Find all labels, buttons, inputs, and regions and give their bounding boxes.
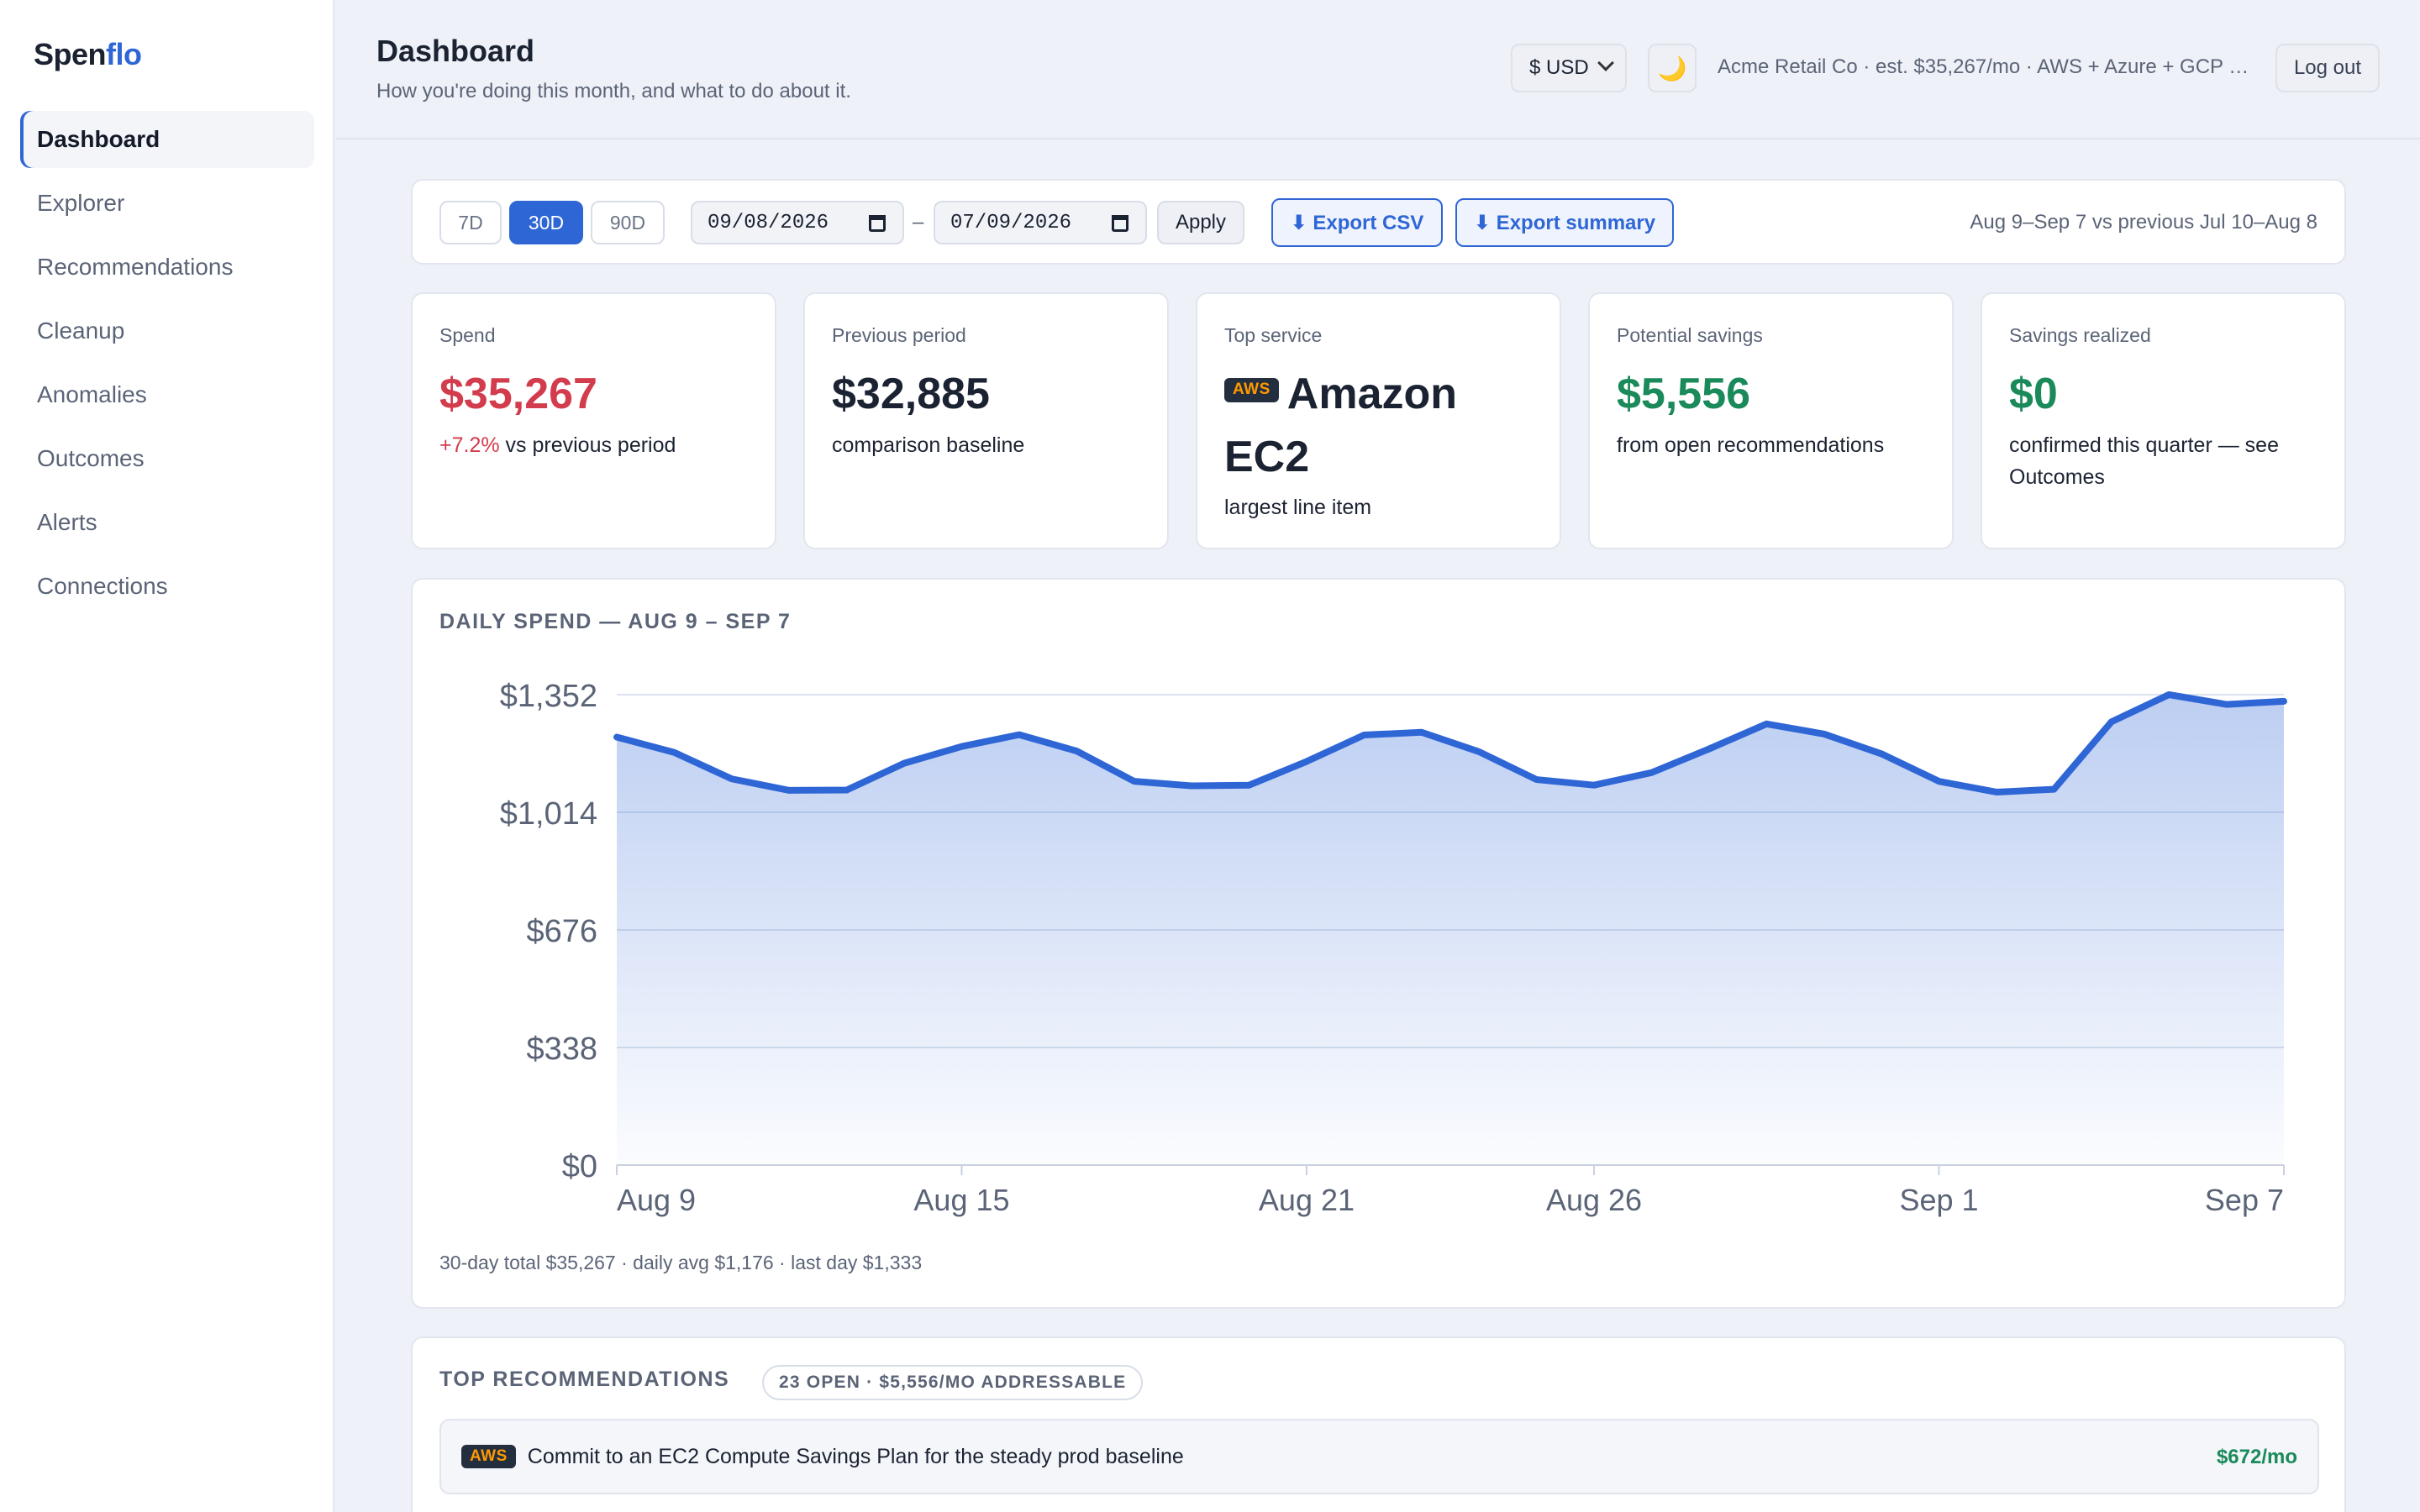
sidebar-item-outcomes[interactable]: Outcomes — [37, 445, 145, 471]
chart-title: Daily spend — Aug 9 – Sep 7 — [439, 610, 792, 633]
recommendation-row[interactable]: AWS Commit to an EC2 Compute Savings Pla… — [439, 1419, 2319, 1494]
date-to-value: 07/09/2026 — [950, 211, 1072, 234]
range-7d-button[interactable]: 7D — [439, 201, 502, 244]
daily-spend-chart: $0 $338 $676 $1,014 $1,352 Aug 9 Aug 15 Aug 21 A… — [500, 679, 2287, 1217]
top-recommendations-panel: Top recommendations 23 open · $5,556/mo … — [411, 1336, 2346, 1512]
chevron-down-icon — [1597, 55, 1614, 71]
sidebar-item-connections[interactable]: Connections — [37, 573, 168, 599]
currency-value: $ USD — [1529, 56, 1589, 79]
x-tick-label: Aug 9 — [617, 1183, 696, 1217]
apply-button[interactable]: Apply — [1157, 201, 1244, 244]
recommendations-count-badge: 23 open · $5,556/mo addressable — [762, 1365, 1144, 1400]
y-tick-label: $1,014 — [500, 796, 597, 832]
kpi-savings-realized-card: Savings realized $0 confirmed this quart… — [1981, 292, 2346, 549]
chart-summary: 30-day total $35,267 · daily avg $1,176 … — [439, 1252, 923, 1273]
export-csv-button[interactable]: ⬇ Export CSV — [1271, 198, 1443, 247]
y-tick-label: $1,352 — [500, 679, 597, 714]
logout-button[interactable]: Log out — [2275, 44, 2380, 92]
kpi-label: Top service — [1224, 324, 1323, 346]
y-tick-label: $0 — [562, 1149, 597, 1184]
date-from-input[interactable]: 09/08/2026 — [691, 201, 904, 244]
page-subtitle: How you're doing this month, and what to… — [376, 80, 851, 102]
range-30d-button[interactable]: 30D — [509, 201, 583, 244]
kpi-previous-card: Previous period $32,885 comparison basel… — [803, 292, 1169, 549]
kpi-value: $35,267 — [439, 370, 597, 418]
sidebar: Spenflo Dashboard Explorer Recommendatio… — [0, 0, 334, 1512]
kpi-value: AWS Amazon EC2 — [1224, 363, 1544, 490]
kpi-top-service-card: Top service AWS Amazon EC2 largest line i… — [1196, 292, 1561, 549]
kpi-delta-text: vs previous period — [499, 433, 676, 457]
date-from-value: 09/08/2026 — [708, 211, 829, 234]
kpi-value: $5,556 — [1617, 370, 1751, 418]
kpi-desc: from open recommendations — [1617, 433, 1885, 457]
sidebar-item-anomalies[interactable]: Anomalies — [37, 381, 147, 407]
sidebar-item-dashboard[interactable]: Dashboard — [20, 111, 314, 168]
recommendation-amount: $672/mo — [2216, 1446, 2297, 1468]
calendar-icon[interactable] — [1112, 215, 1128, 232]
aws-badge: AWS — [1224, 377, 1279, 402]
kpi-label: Previous period — [832, 324, 966, 346]
kpi-service-name: Amazon EC2 — [1224, 370, 1458, 482]
kpi-desc: +7.2% vs previous period — [439, 430, 759, 462]
date-separator: – — [913, 211, 924, 234]
calendar-icon[interactable] — [869, 215, 886, 232]
brand-logo[interactable]: Spenflo — [34, 37, 142, 72]
sidebar-nav: Dashboard Explorer Recommendations Clean… — [20, 111, 314, 622]
kpi-potential-savings-card: Potential savings $5,556 from open recom… — [1588, 292, 1954, 549]
y-tick-label: $676 — [526, 914, 597, 949]
x-tick-label: Aug 26 — [1546, 1183, 1642, 1217]
x-tick-label: Aug 21 — [1259, 1183, 1355, 1217]
recommendations-count-text: 23 open · $5,556/mo addressable — [779, 1373, 1127, 1392]
date-toolbar: 7D 30D 90D 09/08/2026 – 07/09/2026 Apply… — [411, 179, 2346, 265]
y-tick-label: $338 — [526, 1032, 597, 1067]
sidebar-item-alerts[interactable]: Alerts — [37, 509, 97, 535]
comparison-range-text: Aug 9–Sep 7 vs previous Jul 10–Aug 8 — [1970, 211, 2317, 234]
chart-series-line — [613, 691, 2287, 795]
kpi-desc: comparison baseline — [832, 433, 1025, 457]
brand-prefix: Spen — [34, 37, 107, 71]
export-summary-button[interactable]: ⬇ Export summary — [1455, 198, 1674, 247]
aws-badge: AWS — [461, 1444, 516, 1469]
x-tick-label: Sep 7 — [2205, 1183, 2284, 1217]
moon-icon: 🌙 — [1657, 55, 1687, 81]
x-tick-label: Aug 15 — [913, 1183, 1009, 1217]
x-tick-label: Sep 1 — [1899, 1183, 1978, 1217]
kpi-label: Savings realized — [2009, 324, 2151, 346]
kpi-delta: +7.2% — [439, 433, 500, 457]
sidebar-item-explorer[interactable]: Explorer — [37, 190, 125, 216]
kpi-label: Potential savings — [1617, 324, 1763, 346]
kpi-desc: confirmed this quarter — see Outcomes — [2009, 433, 2279, 489]
recommendations-title: Top recommendations — [439, 1368, 730, 1391]
account-summary: Acme Retail Co · est. $35,267/mo · AWS +… — [1718, 55, 2249, 78]
page-header: Dashboard How you're doing this month, a… — [336, 0, 2420, 139]
daily-spend-chart-panel: Daily spend — Aug 9 – Sep 7 $0 $338 $676 $1… — [411, 578, 2346, 1309]
kpi-value: $32,885 — [832, 370, 990, 418]
kpi-desc: largest line item — [1224, 496, 1372, 519]
range-90d-button[interactable]: 90D — [591, 201, 665, 244]
chart-area — [617, 695, 2284, 1165]
currency-select[interactable]: $ USD — [1511, 44, 1627, 92]
sidebar-item-cleanup[interactable]: Cleanup — [37, 318, 125, 344]
brand-accent: flo — [106, 37, 142, 71]
date-to-input[interactable]: 07/09/2026 — [934, 201, 1147, 244]
kpi-label: Spend — [439, 324, 496, 346]
theme-toggle-button[interactable]: 🌙 — [1648, 44, 1697, 92]
recommendation-title: Commit to an EC2 Compute Savings Plan fo… — [527, 1444, 1184, 1468]
page-title: Dashboard — [376, 34, 535, 68]
kpi-spend-card: Spend $35,267 +7.2% vs previous period — [411, 292, 776, 549]
sidebar-item-recommendations[interactable]: Recommendations — [37, 254, 234, 280]
kpi-value: $0 — [2009, 370, 2058, 418]
